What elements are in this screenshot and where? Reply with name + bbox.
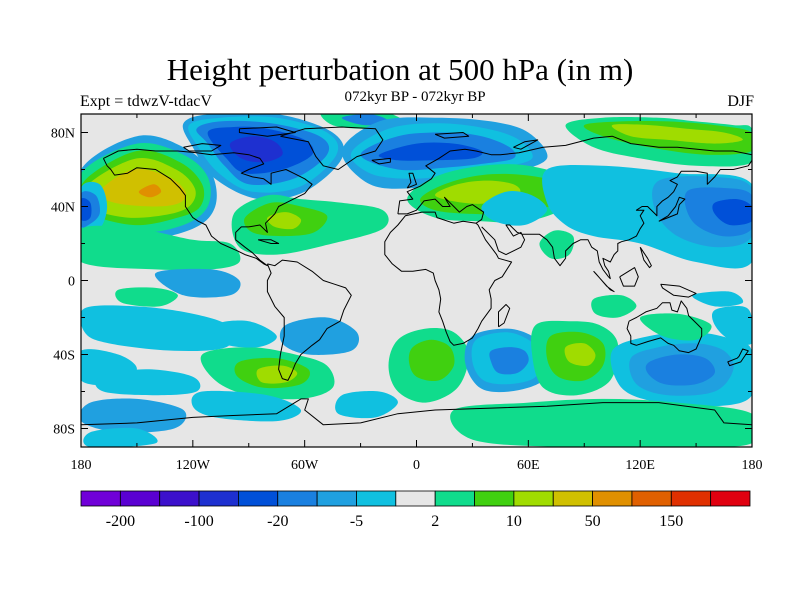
season-label: DJF (727, 93, 754, 110)
coastline-17 (257, 239, 280, 244)
coastline-3 (397, 135, 752, 214)
lon-tick-label: 0 (413, 458, 420, 473)
coastline-layer (81, 126, 752, 426)
contour-region-38 (154, 268, 241, 298)
colorbar-swatch-7 (356, 490, 397, 507)
contour-region-12 (229, 136, 283, 163)
contour-region-15 (266, 212, 302, 230)
colorbar-label: -100 (184, 513, 213, 530)
lat-tick-label: 40S (53, 349, 75, 364)
coastline-1 (280, 126, 384, 170)
lat-tick-label: 80N (51, 127, 75, 142)
colorbar-swatch-3 (198, 490, 239, 507)
contour-region-51 (408, 339, 455, 382)
contour-region-36 (81, 198, 92, 221)
colorbar-swatch-2 (159, 490, 200, 507)
axis-ticks: 80N 40N 0 40S 80S 180 120W 60W 0 60E 120E 180 (51, 114, 763, 473)
contour-region-61 (645, 354, 716, 386)
colorbar-label: 150 (659, 513, 683, 530)
coastline-20 (434, 132, 470, 139)
period-subtitle: 072kyr BP - 072kyr BP (344, 89, 486, 105)
colorbar-label: -200 (106, 513, 135, 530)
experiment-label: Expt = tdwzV-tdacV (80, 93, 212, 110)
contour-region-4 (98, 168, 186, 207)
coastline-10 (498, 304, 511, 328)
coastline-9 (371, 157, 391, 165)
contour-region-66 (83, 427, 158, 447)
coastline-5 (481, 160, 752, 280)
coastline-16 (639, 246, 652, 269)
coastline-13 (619, 267, 639, 287)
coastline-7 (81, 398, 752, 426)
contour-region-29 (611, 124, 743, 144)
contour-region-40 (81, 305, 234, 352)
coastline-0 (102, 148, 313, 267)
colorbar-swatch-14 (631, 490, 672, 507)
contour-region-46 (279, 317, 360, 355)
colorbar-swatch-4 (238, 490, 279, 507)
colorbar-label: 50 (585, 513, 601, 530)
colorbar-label: -20 (267, 513, 288, 530)
coastline-19 (183, 143, 222, 152)
colorbar-swatch-8 (395, 490, 436, 507)
colorbar-swatch-13 (592, 490, 633, 507)
contour-fill-layer (81, 114, 752, 447)
contour-region-54 (489, 347, 529, 375)
coastline-11 (658, 196, 686, 222)
contour-region-37 (81, 225, 241, 271)
contour-region-63 (712, 306, 752, 345)
contour-region-33 (712, 198, 752, 226)
colorbar-swatch-12 (552, 490, 593, 507)
coastline-21 (513, 139, 539, 150)
coastline-18 (238, 126, 296, 137)
coastline-15 (727, 348, 749, 367)
colorbar: -200 -100 -20 -5 2 10 50 150 (80, 490, 751, 530)
colorbar-swatch-0 (80, 490, 121, 507)
contour-region-57 (564, 343, 596, 366)
contour-region-25 (481, 191, 548, 226)
contour-region-21 (378, 142, 483, 161)
contour-region-44 (256, 365, 298, 384)
contour-region-58 (591, 294, 637, 318)
lon-tick-label: 180 (71, 458, 92, 473)
lon-tick-label: 120E (625, 458, 655, 473)
colorbar-swatch-5 (277, 490, 318, 507)
lon-tick-label: 60W (291, 458, 319, 473)
colorbar-swatch-1 (119, 490, 161, 507)
contour-region-45 (213, 320, 277, 348)
contour-region-67 (95, 369, 201, 396)
colorbar-swatch-6 (316, 490, 357, 507)
colorbar-swatch-16 (710, 490, 751, 507)
coastline-6 (626, 300, 703, 354)
colorbar-label: 2 (431, 513, 439, 530)
coastline-2 (266, 259, 352, 381)
lat-tick-label: 0 (68, 275, 75, 290)
colorbar-label: 10 (506, 513, 522, 530)
colorbar-label: -5 (350, 513, 363, 530)
contour-region-49 (335, 391, 398, 419)
lon-tick-label: 120W (176, 458, 211, 473)
lat-tick-label: 80S (53, 423, 75, 438)
lon-tick-label: 180 (742, 458, 763, 473)
contour-region-39 (115, 287, 178, 307)
coastline-8 (406, 172, 417, 189)
colorbar-swatch-10 (474, 490, 515, 507)
coastline-12 (593, 270, 615, 293)
colorbar-swatch-9 (434, 490, 475, 507)
lon-tick-label: 60E (517, 458, 540, 473)
contour-region-65 (450, 398, 752, 447)
coastline-4 (384, 196, 513, 346)
contour-region-5 (138, 184, 162, 198)
colorbar-swatch-11 (513, 490, 554, 507)
page-title: Height perturbation at 500 hPa (in m) (166, 52, 634, 87)
contour-region-64 (692, 291, 744, 307)
lat-tick-label: 40N (51, 201, 75, 216)
coastline-14 (660, 283, 697, 298)
colorbar-swatch-15 (670, 490, 712, 507)
